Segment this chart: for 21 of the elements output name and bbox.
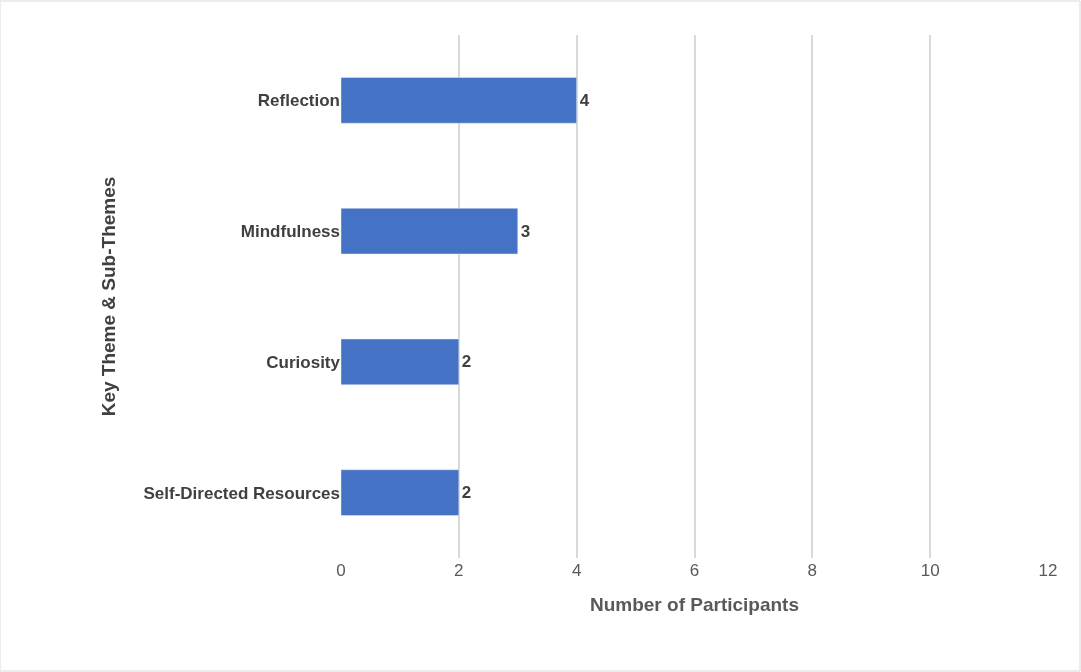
x-axis-title: Number of Participants [589,593,800,615]
data-label: 3 [520,221,531,241]
x-tick-label: 12 [1038,561,1058,580]
bar [341,469,460,516]
bar [341,77,577,124]
x-tick-label: 2 [454,561,464,580]
y-tick-label: Reflection [257,91,340,111]
bar [341,338,460,386]
data-label: 4 [579,90,590,110]
bar [341,207,518,255]
x-tick-label: 6 [689,561,700,580]
x-tick-label: 4 [571,561,582,580]
y-tick-label: Curiosity [266,352,341,372]
y-tick-label: Self-Directed Resources [143,483,340,503]
y-tick-label: Mindfulness [240,222,340,242]
x-tick-label: 0 [336,561,346,580]
data-label: 2 [461,352,472,372]
data-label: 2 [461,483,472,503]
x-tick-label: 10 [920,561,940,580]
y-axis-title: Key Theme & Sub-Themes [98,176,120,417]
x-tick-label: 8 [807,561,818,580]
